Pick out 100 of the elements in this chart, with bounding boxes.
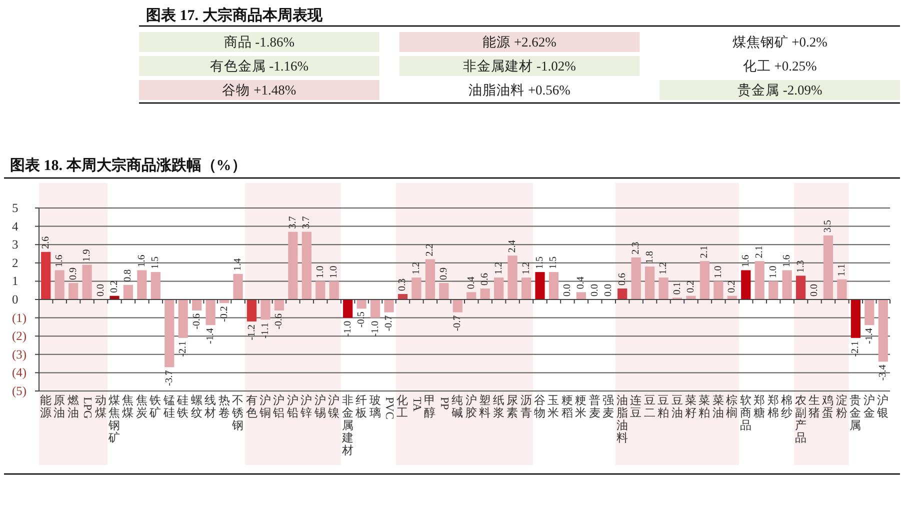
- data-label: 1.2: [520, 262, 532, 275]
- x-tick-label: 甲醇: [424, 394, 436, 420]
- y-tick-label: (5): [12, 384, 27, 398]
- x-tick-label: 燃油: [67, 394, 80, 420]
- data-label: 1.1: [836, 264, 848, 276]
- x-tick-label: 沪银: [876, 393, 890, 420]
- bar: [137, 270, 147, 300]
- bar: [782, 270, 792, 300]
- data-label: 1.0: [768, 266, 779, 278]
- data-label: 3.5: [822, 220, 834, 232]
- data-label: 1.9: [82, 249, 93, 262]
- bar: [494, 278, 504, 300]
- bar: [41, 252, 51, 300]
- x-tick-label: 郑糖: [754, 394, 766, 420]
- x-tick-label: 淀粉: [836, 393, 848, 420]
- x-tick-label: 纸浆: [492, 394, 505, 420]
- text: 图表 17. 大宗商品本周表现: [146, 6, 324, 24]
- x-tick-label: 农副产品: [794, 394, 807, 445]
- bar: [823, 235, 834, 300]
- y-tick-label: 4: [12, 219, 19, 234]
- data-label: 1.6: [740, 254, 752, 268]
- x-tick-label: 软商品: [740, 394, 752, 432]
- data-label: 0.1: [672, 282, 683, 295]
- data-label: 0.0: [95, 284, 106, 296]
- bar: [192, 300, 202, 310]
- text: 贵金属 -2.09%: [737, 82, 822, 98]
- bar: [384, 300, 394, 312]
- x-tick-label: 沪镍: [327, 393, 340, 420]
- x-tick-label: 化工: [396, 394, 409, 420]
- x-tick-label: 不锈钢: [231, 394, 244, 432]
- data-label: 1.4: [232, 258, 244, 271]
- data-label: 1.5: [150, 256, 162, 270]
- data-label: -0.7: [384, 315, 395, 332]
- bar: [398, 294, 408, 300]
- data-label: -0.7: [452, 315, 464, 332]
- bar: [260, 300, 270, 320]
- data-label: 3.7: [287, 216, 298, 229]
- data-label: -1.1: [260, 322, 271, 338]
- bar: [535, 272, 545, 300]
- bar: [274, 300, 284, 310]
- bar: [768, 281, 778, 300]
- x-tick-label: 沪锌: [300, 393, 313, 420]
- x-tick-label: 硅铁: [176, 394, 190, 420]
- bar: [837, 279, 847, 300]
- y-tick-label: (3): [12, 347, 27, 362]
- data-label: 0.8: [122, 269, 134, 282]
- bar: [288, 232, 298, 300]
- bar: [521, 278, 532, 300]
- bar: [754, 261, 764, 300]
- x-tick-label: 煤焦钢矿: [107, 394, 120, 445]
- data-label: 2.3: [630, 242, 642, 254]
- data-label: 0.0: [603, 284, 614, 296]
- bar: [439, 283, 449, 300]
- bar: [878, 300, 888, 362]
- x-tick-label: 鸡蛋: [821, 394, 834, 420]
- x-tick-label: 谷物: [534, 394, 546, 420]
- x-tick-label: 菜粕: [698, 394, 711, 420]
- x-tick-label: 热卷: [218, 394, 230, 420]
- bar: [343, 300, 353, 318]
- x-tick-label: 沥青: [520, 394, 532, 420]
- x-tick-label: 沪铅: [286, 393, 299, 420]
- x-tick-label: 纯碱: [452, 394, 464, 420]
- data-label: 2.4: [507, 240, 518, 253]
- x-tick-label: 铁矿: [148, 394, 162, 420]
- y-tick-label: (4): [12, 366, 27, 380]
- bar: [206, 300, 216, 326]
- y-tick-label: 2: [12, 256, 18, 270]
- bar: [741, 270, 751, 300]
- bar: [864, 300, 874, 326]
- bar: [316, 281, 326, 300]
- data-label: 0.9: [438, 268, 450, 280]
- x-tick-label: 菜籽: [684, 394, 697, 420]
- data-label: 2.6: [40, 236, 52, 249]
- bar: [425, 259, 435, 300]
- text: 有色金属 -1.16%: [210, 58, 309, 74]
- x-tick-label: 豆油: [671, 394, 684, 420]
- y-tick-label: (2): [12, 329, 27, 344]
- bar: [164, 300, 174, 368]
- data-label: 1.2: [658, 262, 670, 275]
- bar: [356, 300, 366, 309]
- x-tick-label: 菜油: [712, 394, 724, 420]
- bar: [123, 284, 134, 300]
- data-label: 2.2: [424, 244, 436, 256]
- data-label: 0.2: [685, 280, 696, 293]
- bar: [452, 300, 462, 312]
- bar: [466, 292, 476, 300]
- data-label: 0.4: [576, 276, 587, 290]
- x-tick-label: 焦煤: [122, 394, 134, 420]
- x-tick-label: 线材: [204, 394, 217, 420]
- bar: [618, 288, 628, 300]
- text: 商品 -1.86%: [224, 34, 295, 50]
- bar: [508, 256, 518, 300]
- x-tick-label: 连豆: [630, 394, 642, 420]
- bar: [576, 292, 586, 300]
- data-label: -0.5: [356, 312, 368, 328]
- y-tick-label: 0: [12, 292, 18, 306]
- bar: [644, 266, 655, 300]
- x-tick-label: 沪铜: [258, 393, 272, 420]
- bar: [796, 276, 806, 300]
- data-label: 0.3: [397, 278, 408, 292]
